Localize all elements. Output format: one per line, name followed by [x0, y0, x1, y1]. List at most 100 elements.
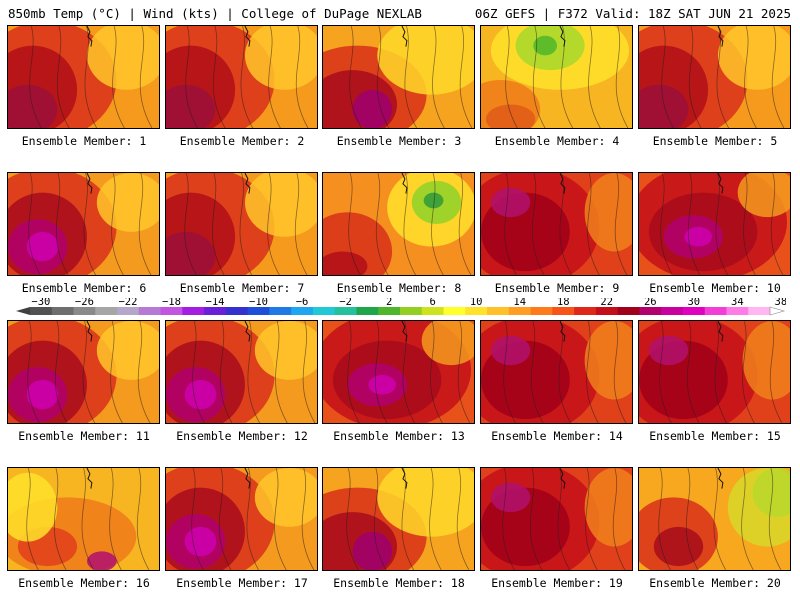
- ensemble-member-label: Ensemble Member: 19: [491, 576, 623, 590]
- ensemble-member-label: Ensemble Member: 13: [333, 429, 465, 443]
- isobar-contour: [301, 468, 315, 570]
- isobar-contour: [376, 26, 390, 128]
- ensemble-member-map: [7, 172, 160, 276]
- isobar-contour: [274, 468, 287, 570]
- temperature-region: [684, 226, 713, 247]
- colorbar-tick-label: 2: [386, 298, 392, 308]
- temperature-region: [490, 187, 531, 218]
- isobar-contour: [503, 321, 516, 423]
- isobar-contour: [268, 26, 281, 128]
- colorbar-swatch: [508, 307, 532, 315]
- temperature-region: [8, 472, 58, 542]
- isobar-contour: [403, 173, 417, 275]
- isobar-contour: [81, 468, 95, 570]
- ensemble-member-label: Ensemble Member: 4: [494, 134, 620, 148]
- colorbar-swatch: [639, 307, 662, 315]
- ensemble-member-map: [638, 25, 791, 129]
- isobar-contour: [404, 26, 418, 128]
- coastline: [401, 321, 408, 342]
- colorbar-swatch: [291, 307, 314, 315]
- isobar-contour: [459, 26, 473, 128]
- isobar-contour: [267, 173, 280, 275]
- isobar-contour: [55, 321, 68, 423]
- colorbar-swatch: [51, 307, 75, 315]
- temperature-region: [421, 321, 474, 366]
- colorbar-right-arrow: [769, 306, 786, 316]
- isobar-contour: [302, 321, 316, 423]
- isobar-contour: [713, 468, 727, 570]
- colorbar-tick-label: 26: [644, 298, 657, 308]
- isobar-contour: [661, 26, 674, 128]
- temperature-region: [584, 321, 632, 400]
- temperature-region: [184, 379, 217, 410]
- temperature-region: [639, 84, 689, 128]
- isobar-contour: [82, 321, 96, 423]
- isobar-contour: [715, 173, 729, 275]
- temperature-region: [648, 335, 689, 366]
- colorbar-swatch: [73, 307, 96, 315]
- isobar-contour: [373, 468, 387, 570]
- colorbar-tick-label: −22: [118, 298, 137, 308]
- colorbar-tick-label: −6: [296, 298, 309, 308]
- ensemble-member-map: [322, 172, 475, 276]
- colorbar-swatch: [269, 307, 292, 315]
- isobar-contour: [430, 321, 443, 423]
- isobar-contour: [770, 173, 784, 275]
- isobar-contour: [191, 468, 204, 570]
- isobar-contour: [504, 173, 517, 275]
- colorbar-tick-label: 14: [513, 298, 526, 308]
- ensemble-member-map: [165, 467, 318, 571]
- isobar-contour: [586, 321, 599, 423]
- ensemble-member-map: [638, 172, 791, 276]
- ensemble-member-label: Ensemble Member: 15: [649, 429, 781, 443]
- isobar-contour: [505, 26, 518, 128]
- isobar-contour: [714, 321, 728, 423]
- isobar-contour: [26, 468, 40, 570]
- coastline: [401, 468, 408, 489]
- isobar-contour: [246, 468, 260, 570]
- coastline: [717, 321, 724, 342]
- coastline: [401, 173, 408, 194]
- colorbar-swatch: [443, 307, 466, 315]
- colorbar-swatch: [595, 307, 619, 315]
- colorbar-swatch: [552, 307, 575, 315]
- ensemble-member-label: Ensemble Member: 3: [336, 134, 462, 148]
- ensemble-member-map: [480, 467, 633, 571]
- isobar-contour: [560, 26, 574, 128]
- isobar-contour: [275, 321, 288, 423]
- coastline: [86, 321, 93, 342]
- ensemble-member-map: [322, 320, 475, 424]
- ensemble-member-label: Ensemble Member: 14: [491, 429, 623, 443]
- colorbar-swatch: [334, 307, 357, 315]
- colorbar-swatch: [530, 307, 553, 315]
- isobar-contour: [660, 173, 673, 275]
- ensemble-member-map: [480, 25, 633, 129]
- temperature-region: [742, 321, 790, 400]
- temperature-region: [485, 104, 536, 128]
- ensemble-member-map: [480, 172, 633, 276]
- isobar-contour: [771, 26, 785, 128]
- ensemble-member-map: [7, 320, 160, 424]
- isobar-contour: [401, 468, 415, 570]
- isobar-contour: [559, 173, 573, 275]
- coastline: [717, 26, 724, 47]
- colorbar-swatch: [225, 307, 249, 315]
- isobar-contour: [375, 173, 389, 275]
- temperature-region: [352, 531, 393, 570]
- ensemble-member-map: [165, 25, 318, 129]
- model-run-info: 06Z GEFS | F372 Valid: 18Z SAT JUN 21 20…: [474, 6, 791, 21]
- temperature-region: [244, 26, 317, 90]
- colorbar-swatch: [182, 307, 205, 315]
- isobar-contour: [502, 468, 515, 570]
- ensemble-member-label: Ensemble Member: 6: [21, 281, 147, 295]
- ensemble-member-map: [480, 320, 633, 424]
- temperature-region: [26, 231, 59, 262]
- isobar-contour: [687, 321, 700, 423]
- colorbar-swatch: [574, 307, 597, 315]
- temperature-region: [584, 468, 632, 547]
- ensemble-member-label: Ensemble Member: 9: [494, 281, 620, 295]
- ensemble-member-label: Ensemble Member: 2: [179, 134, 305, 148]
- temperature-region: [352, 89, 393, 128]
- ensemble-member-label: Ensemble Member: 17: [176, 576, 308, 590]
- temperature-region: [166, 84, 216, 128]
